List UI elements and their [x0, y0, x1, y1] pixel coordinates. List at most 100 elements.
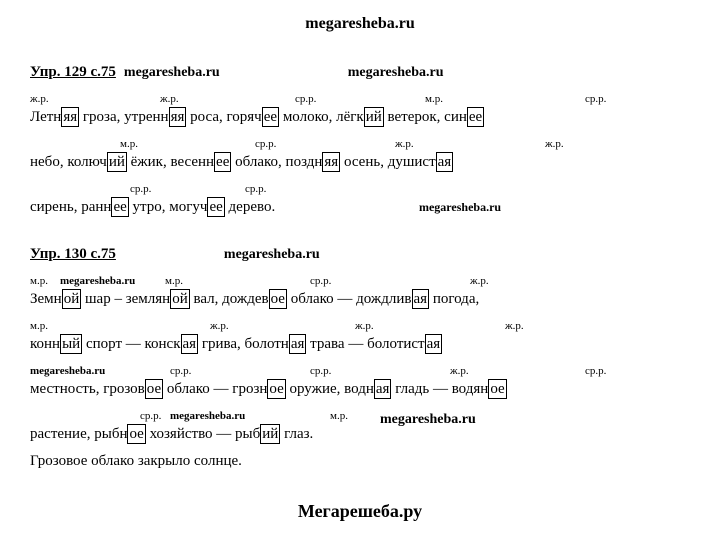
gender-label: ср.р. [295, 90, 316, 110]
word-rest: утро, могуч [129, 199, 208, 215]
word-rest: дерево. [225, 199, 275, 215]
gender-row-4: м.р. megaresheba.ru м.р. ср.р. ж.р. [30, 272, 690, 286]
exercise-129: Упр. 129 с.75 megaresheba.ru megaresheba… [30, 59, 690, 221]
word-ending: ее [467, 107, 484, 127]
word-ending: ая [181, 334, 199, 354]
header-watermark: megaresheba.ru [30, 10, 690, 39]
gender-label: ж.р. [395, 135, 414, 155]
gender-label: ср.р. [130, 180, 151, 200]
gender-row-3: ср.р. ср.р. [30, 180, 690, 194]
word-rest: шар – землян [81, 291, 170, 307]
word-ending: ее [207, 197, 224, 217]
word-ending: ая [425, 334, 443, 354]
word-ending: яя [322, 152, 340, 172]
watermark-inline: megaresheba.ru [380, 407, 476, 432]
gender-row-6: megaresheba.ru ср.р. ср.р. ж.р. ср.р. [30, 362, 690, 376]
word-stem: растение, рыбн [30, 426, 127, 442]
gender-label: ср.р. [170, 362, 191, 382]
gender-label: ж.р. [450, 362, 469, 382]
gender-label: ж.р. [470, 272, 489, 292]
word-rest: облако — грозн [163, 381, 267, 397]
ex130-line4: растение, рыбное хозяйство — рыбий глаз. [30, 421, 690, 448]
word-ending: ое [488, 379, 506, 399]
gender-row-5: м.р. ж.р. ж.р. ж.р. [30, 317, 690, 331]
word-rest: гроза, утренн [79, 109, 168, 125]
word-stem: Земн [30, 291, 62, 307]
word-rest: ветерок, син [384, 109, 467, 125]
gender-label: ж.р. [30, 90, 49, 110]
word-rest: молоко, лёгк [279, 109, 364, 125]
gender-label: м.р. [330, 407, 348, 427]
word-ending: ое [127, 424, 145, 444]
watermark-inline: megaresheba.ru [170, 407, 245, 427]
gender-label: ср.р. [245, 180, 266, 200]
gender-label: м.р. [120, 135, 138, 155]
exercise-130: Упр. 130 с.75 megaresheba.ru м.р. megare… [30, 241, 690, 475]
word-rest: роса, горяч [186, 109, 261, 125]
word-rest: погода, [429, 291, 479, 307]
gender-label: ср.р. [310, 362, 331, 382]
ex130-title: Упр. 130 с.75 [30, 241, 116, 268]
word-ending: ее [214, 152, 231, 172]
word-ending: ой [62, 289, 82, 309]
ex129-line3: сирень, раннее утро, могучее дерево. meg… [30, 194, 690, 221]
word-ending: ая [374, 379, 392, 399]
watermark-inline: megaresheba.ru [419, 200, 501, 214]
word-rest: гладь — водян [391, 381, 488, 397]
gender-label: ж.р. [355, 317, 374, 337]
word-rest: облако, поздн [231, 154, 322, 170]
gender-label: ср.р. [255, 135, 276, 155]
gender-row-2: м.р. ср.р. ж.р. ж.р. [30, 135, 690, 149]
gender-label: м.р. [30, 317, 48, 337]
word-rest: трава — болотист [306, 336, 424, 352]
word-ending: яя [61, 107, 79, 127]
gender-label: ж.р. [160, 90, 179, 110]
word-ending: ий [260, 424, 280, 444]
ex130-line5: Грозовое облако закрыло солнце. [30, 448, 690, 475]
word-ending: яя [169, 107, 187, 127]
word-stem: сирень, ранн [30, 199, 111, 215]
word-ending: ое [269, 289, 287, 309]
gender-label: ср.р. [310, 272, 331, 292]
ex129-title: Упр. 129 с.75 [30, 59, 116, 86]
watermark-inline: megaresheba.ru [30, 362, 105, 382]
word-rest: глаз. [280, 426, 313, 442]
word-ending: ое [267, 379, 285, 399]
word-ending: ой [170, 289, 190, 309]
gender-label: м.р. [165, 272, 183, 292]
word-rest: оружие, водн [286, 381, 374, 397]
gender-label: ж.р. [505, 317, 524, 337]
gender-label: м.р. [425, 90, 443, 110]
word-rest: спорт — конск [82, 336, 180, 352]
gender-label: м.р. [30, 272, 48, 292]
gender-label: ср.р. [140, 407, 161, 427]
word-ending: ая [436, 152, 454, 172]
watermark-inline: megaresheba.ru [224, 242, 320, 267]
word-ending: ый [60, 334, 82, 354]
watermark-inline: megaresheba.ru [124, 60, 220, 85]
word-stem: конн [30, 336, 60, 352]
word-stem: небо, колюч [30, 154, 107, 170]
gender-row-7: ср.р. megaresheba.ru м.р. megaresheba.ru [30, 407, 690, 421]
watermark-inline: megaresheba.ru [348, 60, 444, 85]
gender-label: ж.р. [545, 135, 564, 155]
word-rest: хозяйство — рыб [146, 426, 260, 442]
word-stem: Летн [30, 109, 61, 125]
word-rest: ёжик, весенн [127, 154, 214, 170]
word-ending: ий [364, 107, 384, 127]
word-rest: облако — дождлив [287, 291, 412, 307]
gender-label: ср.р. [585, 362, 606, 382]
word-ending: ее [262, 107, 279, 127]
word-stem: местность, грозов [30, 381, 145, 397]
gender-label: ж.р. [210, 317, 229, 337]
word-ending: ая [289, 334, 307, 354]
word-ending: ое [145, 379, 163, 399]
word-rest: вал, дождев [190, 291, 269, 307]
word-ending: ее [111, 197, 128, 217]
watermark-inline: megaresheba.ru [60, 272, 135, 292]
word-rest: грива, болотн [198, 336, 289, 352]
footer-watermark: Мегарешеба.ру [30, 495, 690, 527]
word-ending: ая [412, 289, 430, 309]
word-ending: ий [107, 152, 127, 172]
word-rest: осень, душист [340, 154, 435, 170]
